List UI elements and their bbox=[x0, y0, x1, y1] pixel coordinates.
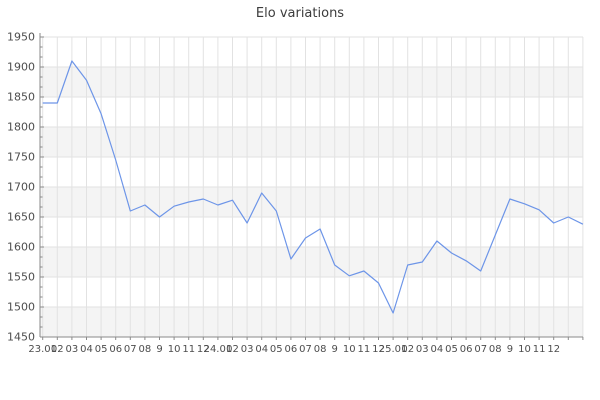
x-tick-label: 07 bbox=[299, 344, 312, 355]
x-tick-label: 04 bbox=[431, 344, 444, 355]
y-tick-label: 1850 bbox=[7, 91, 35, 104]
y-tick-label: 1500 bbox=[7, 301, 35, 314]
y-tick-label: 1650 bbox=[7, 211, 35, 224]
plot-band bbox=[40, 217, 583, 247]
y-tick-label: 1750 bbox=[7, 151, 35, 164]
plot-band bbox=[40, 67, 583, 97]
y-tick-label: 1700 bbox=[7, 181, 35, 194]
x-tick-label: 23.01 bbox=[28, 344, 57, 355]
x-tick-label: 11 bbox=[533, 344, 546, 355]
y-tick-label: 1600 bbox=[7, 241, 35, 254]
plot-band bbox=[40, 157, 583, 187]
x-tick-label: 24.01 bbox=[204, 344, 233, 355]
plot-band bbox=[40, 37, 583, 67]
x-tick-label: 11 bbox=[358, 344, 371, 355]
x-tick-label: 12 bbox=[372, 344, 385, 355]
y-tick-label: 1450 bbox=[7, 331, 35, 344]
x-tick-label: 12 bbox=[547, 344, 560, 355]
plot-band bbox=[40, 277, 583, 307]
y-tick-label: 1550 bbox=[7, 271, 35, 284]
x-tick-label: 02 bbox=[401, 344, 414, 355]
plot-band bbox=[40, 97, 583, 127]
x-tick-label: 03 bbox=[66, 344, 79, 355]
x-tick-label: 06 bbox=[285, 344, 298, 355]
y-tick-label: 1900 bbox=[7, 61, 35, 74]
x-tick-label: 08 bbox=[139, 344, 152, 355]
x-tick-label: 04 bbox=[255, 344, 268, 355]
x-tick-label: 08 bbox=[489, 344, 502, 355]
x-tick-label: 06 bbox=[109, 344, 122, 355]
x-tick-label: 10 bbox=[343, 344, 356, 355]
chart-title: Elo variations bbox=[255, 6, 345, 21]
x-tick-label: 02 bbox=[226, 344, 239, 355]
x-tick-label: 07 bbox=[474, 344, 487, 355]
y-tick-label: 1800 bbox=[7, 121, 35, 134]
x-tick-label: 10 bbox=[518, 344, 531, 355]
x-tick-label: 02 bbox=[51, 344, 64, 355]
x-tick-label: 9 bbox=[332, 344, 338, 355]
x-tick-label: 05 bbox=[445, 344, 458, 355]
y-tick-label: 1950 bbox=[7, 31, 35, 44]
x-tick-label: 08 bbox=[314, 344, 327, 355]
x-tick-label: 07 bbox=[124, 344, 137, 355]
x-tick-label: 12 bbox=[197, 344, 210, 355]
x-tick-label: 03 bbox=[241, 344, 254, 355]
x-tick-label: 06 bbox=[460, 344, 473, 355]
x-tick-label: 05 bbox=[270, 344, 283, 355]
plot-band bbox=[40, 307, 583, 337]
x-tick-label: 04 bbox=[80, 344, 93, 355]
plot-band bbox=[40, 127, 583, 157]
elo-series-line bbox=[42, 60, 584, 314]
x-tick-label: 9 bbox=[507, 344, 513, 355]
plot-band bbox=[40, 247, 583, 277]
x-tick-label: 05 bbox=[95, 344, 108, 355]
plot-band bbox=[40, 187, 583, 217]
x-tick-label: 10 bbox=[168, 344, 181, 355]
x-tick-label: 9 bbox=[156, 344, 162, 355]
x-tick-label: 11 bbox=[182, 344, 195, 355]
x-tick-label: 25.01 bbox=[379, 344, 408, 355]
x-tick-label: 03 bbox=[416, 344, 429, 355]
